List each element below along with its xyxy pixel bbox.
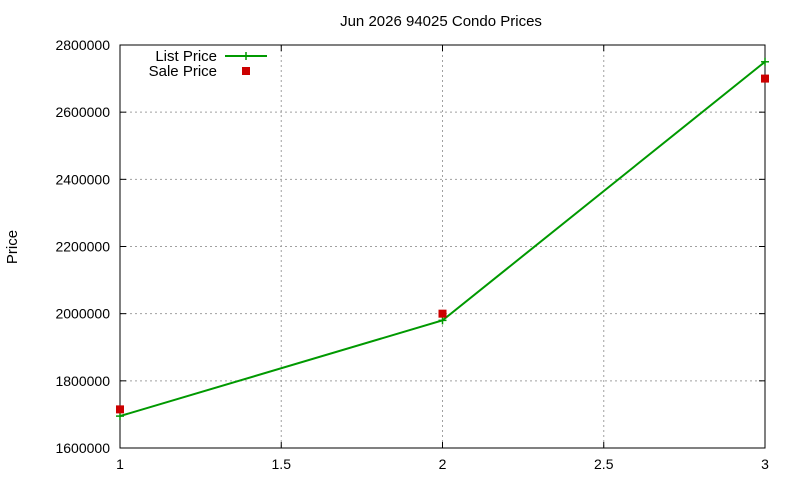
- x-tick-label: 1.5: [272, 456, 292, 472]
- y-tick-label: 2000000: [55, 306, 110, 322]
- list-price-line: [119, 61, 766, 418]
- grid: [120, 45, 765, 448]
- sale-price-point: [438, 309, 447, 318]
- chart-title: Jun 2026 94025 Condo Prices: [340, 13, 542, 30]
- series-layer: [116, 57, 769, 421]
- legend-square-marker: [242, 67, 250, 75]
- y-tick-label: 2400000: [55, 171, 110, 187]
- sale-price-point: [761, 74, 769, 83]
- plot-frame: [119, 44, 766, 449]
- y-axis-label: Price: [4, 230, 21, 264]
- x-tick-label: 2: [439, 456, 447, 472]
- legend-plus-marker: [242, 52, 250, 60]
- list-price-point: [438, 316, 447, 325]
- y-tick-label: 1600000: [55, 440, 110, 456]
- x-tick-label: 1: [116, 456, 124, 472]
- y-tick-label: 2200000: [55, 239, 110, 255]
- x-tick-label: 3: [761, 456, 769, 472]
- list-price-point: [116, 412, 124, 421]
- x-tick-label: 2.5: [594, 456, 614, 472]
- axis-ticks: 1600000 1800000 2000000 2200000 2400000 26000…: [55, 37, 769, 472]
- y-tick-label: 1800000: [55, 373, 110, 389]
- legend-label: List Price: [155, 48, 217, 65]
- legend-label: Sale Price: [149, 63, 217, 80]
- list-price-point: [761, 57, 769, 66]
- sale-price-point: [116, 405, 124, 414]
- y-tick-label: 2600000: [55, 104, 110, 120]
- y-tick-label: 2800000: [55, 37, 110, 53]
